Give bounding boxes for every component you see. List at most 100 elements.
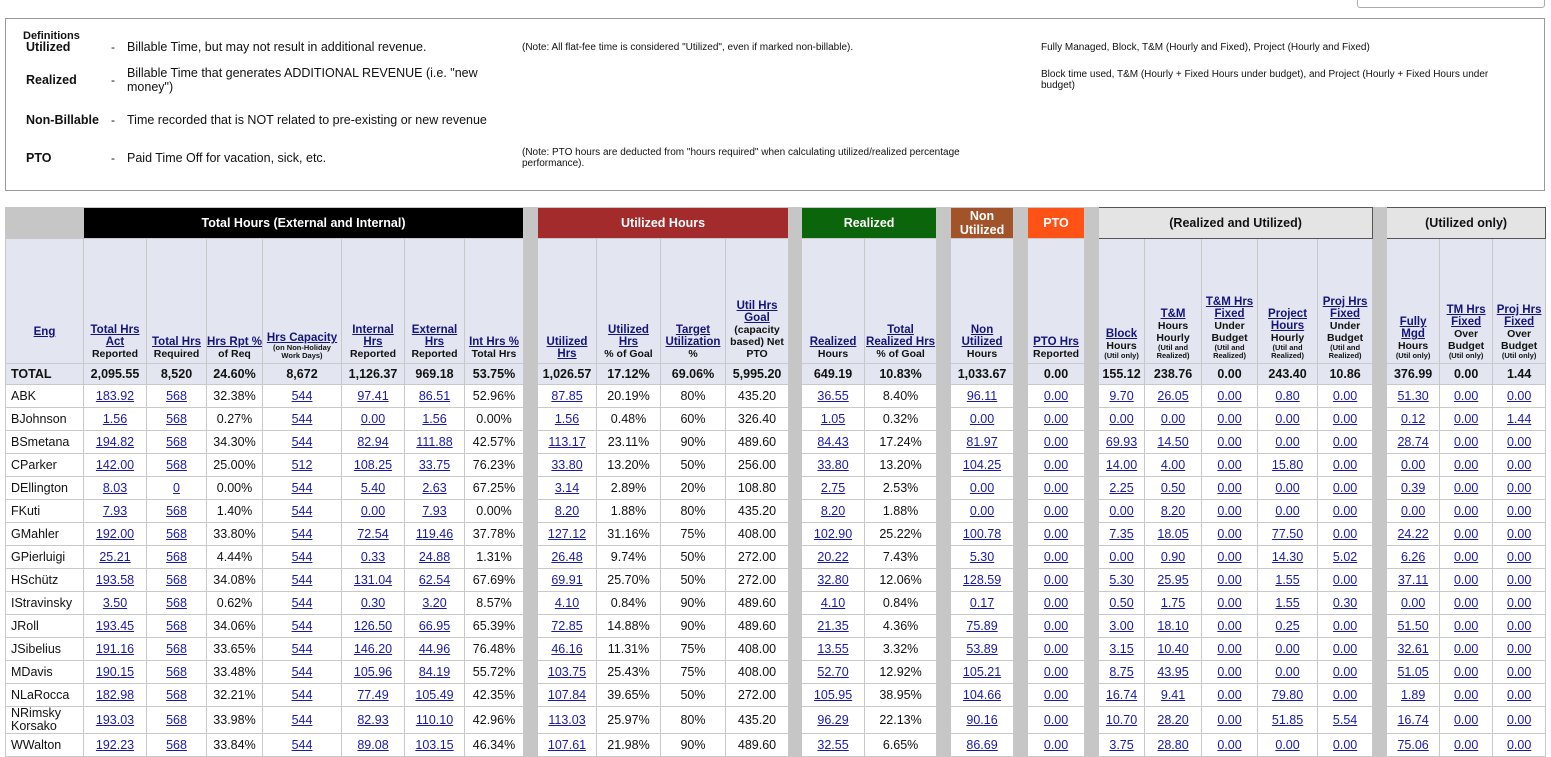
hours-link[interactable]: 24.88 (418, 550, 451, 564)
hours-link[interactable]: 544 (291, 665, 313, 679)
hours-link[interactable]: 3.15 (1109, 642, 1134, 656)
hours-link[interactable]: 8.20 (1160, 504, 1186, 518)
hours-link[interactable]: 544 (291, 527, 313, 541)
hours-link[interactable]: 192.23 (95, 738, 135, 752)
hours-link[interactable]: 544 (291, 619, 313, 633)
hours-link[interactable]: 0.00 (1217, 481, 1242, 495)
hours-link[interactable]: 193.58 (95, 573, 135, 587)
hours-link[interactable]: 0.00 (1043, 642, 1069, 656)
column-title[interactable]: Target Utilization (665, 324, 721, 348)
hours-link[interactable]: 568 (166, 412, 187, 426)
hours-link[interactable]: 183.92 (95, 389, 135, 403)
hours-link[interactable]: 0.00 (969, 412, 995, 426)
hours-link[interactable]: 104.25 (962, 458, 1002, 472)
hours-link[interactable]: 0.00 (1506, 738, 1532, 752)
column-title[interactable]: Eng (33, 326, 56, 338)
hours-link[interactable]: 568 (166, 688, 187, 702)
hours-link[interactable]: 0.00 (1217, 738, 1242, 752)
hours-link[interactable]: 1.56 (554, 412, 580, 426)
hours-link[interactable]: 146.20 (353, 642, 393, 656)
hours-link[interactable]: 75.06 (1397, 738, 1429, 752)
hours-link[interactable]: 86.69 (966, 738, 998, 752)
hours-link[interactable]: 26.05 (1157, 389, 1189, 403)
hours-link[interactable]: 0.00 (1275, 412, 1300, 426)
hours-link[interactable]: 28.74 (1397, 435, 1429, 449)
hours-link[interactable]: 105.96 (353, 665, 393, 679)
hours-link[interactable]: 5.40 (360, 481, 386, 495)
hours-link[interactable]: 3.00 (1109, 619, 1134, 633)
hours-link[interactable]: 0.00 (1400, 504, 1426, 518)
hours-link[interactable]: 0.00 (1453, 389, 1479, 403)
hours-link[interactable]: 33.80 (551, 458, 583, 472)
hours-link[interactable]: 103.15 (415, 738, 454, 752)
hours-link[interactable]: 0.00 (1043, 435, 1069, 449)
hours-link[interactable]: 131.04 (353, 573, 393, 587)
hours-link[interactable]: 0.00 (1332, 435, 1358, 449)
hours-link[interactable]: 110.10 (415, 713, 454, 727)
hours-link[interactable]: 0.00 (1109, 504, 1134, 518)
hours-link[interactable]: 105.49 (415, 688, 454, 702)
hours-link[interactable]: 0.00 (1506, 481, 1532, 495)
hours-link[interactable]: 0.00 (1506, 504, 1532, 518)
column-title[interactable]: Block (1105, 328, 1138, 340)
column-title[interactable]: TM Hrs Fixed (1446, 304, 1486, 328)
hours-link[interactable]: 0.00 (1160, 412, 1186, 426)
hours-link[interactable]: 2.63 (422, 481, 447, 495)
hours-link[interactable]: 3.14 (554, 481, 580, 495)
hours-link[interactable]: 46.16 (551, 642, 583, 656)
hours-link[interactable]: 69.93 (1105, 435, 1138, 449)
column-title[interactable]: Utilized Hrs (546, 336, 588, 360)
hours-link[interactable]: 8.20 (554, 504, 580, 518)
hours-link[interactable]: 544 (291, 412, 313, 426)
hours-link[interactable]: 0.00 (360, 504, 386, 518)
column-title[interactable]: Hrs Rpt % (207, 336, 262, 348)
hours-link[interactable]: 0.00 (1217, 458, 1242, 472)
hours-link[interactable]: 0.00 (1453, 713, 1479, 727)
hours-link[interactable]: 86.51 (418, 389, 451, 403)
hours-link[interactable]: 568 (166, 458, 187, 472)
hours-link[interactable]: 0.00 (1043, 713, 1069, 727)
hours-link[interactable]: 7.93 (422, 504, 447, 518)
hours-link[interactable]: 14.30 (1271, 550, 1304, 564)
hours-link[interactable]: 544 (291, 596, 313, 610)
hours-link[interactable]: 44.96 (418, 642, 451, 656)
hours-link[interactable]: 568 (166, 504, 187, 518)
hours-link[interactable]: 52.70 (817, 665, 849, 679)
hours-link[interactable]: 0.00 (1332, 412, 1358, 426)
hours-link[interactable]: 0.00 (969, 504, 995, 518)
hours-link[interactable]: 5.02 (1332, 550, 1358, 564)
hours-link[interactable]: 0.00 (1332, 642, 1358, 656)
hours-link[interactable]: 0.00 (1506, 458, 1532, 472)
hours-link[interactable]: 0.00 (1332, 481, 1358, 495)
column-title[interactable]: Hrs Capacity (266, 332, 338, 344)
hours-link[interactable]: 87.85 (551, 389, 583, 403)
hours-link[interactable]: 0.00 (1332, 504, 1358, 518)
hours-link[interactable]: 0.25 (1275, 619, 1300, 633)
hours-link[interactable]: 4.10 (554, 596, 580, 610)
hours-link[interactable]: 51.85 (1271, 713, 1304, 727)
hours-link[interactable]: 8.20 (820, 504, 846, 518)
hours-link[interactable]: 0.00 (1453, 412, 1479, 426)
column-title[interactable]: External Hrs (411, 324, 458, 348)
hours-link[interactable]: 107.84 (547, 688, 587, 702)
hours-link[interactable]: 0.00 (1506, 573, 1532, 587)
hours-link[interactable]: 113.17 (548, 435, 586, 449)
hours-link[interactable]: 100.78 (962, 527, 1002, 541)
hours-link[interactable]: 0.00 (1453, 550, 1479, 564)
column-title[interactable]: Util Hrs Goal (736, 300, 778, 324)
hours-link[interactable]: 5.30 (1109, 573, 1134, 587)
hours-link[interactable]: 79.80 (1271, 688, 1304, 702)
hours-link[interactable]: 0.00 (1043, 389, 1069, 403)
hours-link[interactable]: 194.82 (95, 435, 135, 449)
hours-link[interactable]: 14.50 (1157, 435, 1189, 449)
hours-link[interactable]: 142.00 (95, 458, 135, 472)
column-title[interactable]: Realized (809, 336, 857, 348)
hours-link[interactable]: 0.00 (1332, 738, 1358, 752)
hours-link[interactable]: 51.05 (1397, 665, 1429, 679)
hours-link[interactable]: 66.95 (418, 619, 451, 633)
hours-link[interactable]: 0.00 (1217, 713, 1242, 727)
hours-link[interactable]: 107.61 (547, 738, 587, 752)
hours-link[interactable]: 0.00 (1453, 665, 1479, 679)
column-title[interactable]: Fully Mgd (1399, 316, 1427, 340)
hours-link[interactable]: 5.30 (969, 550, 995, 564)
